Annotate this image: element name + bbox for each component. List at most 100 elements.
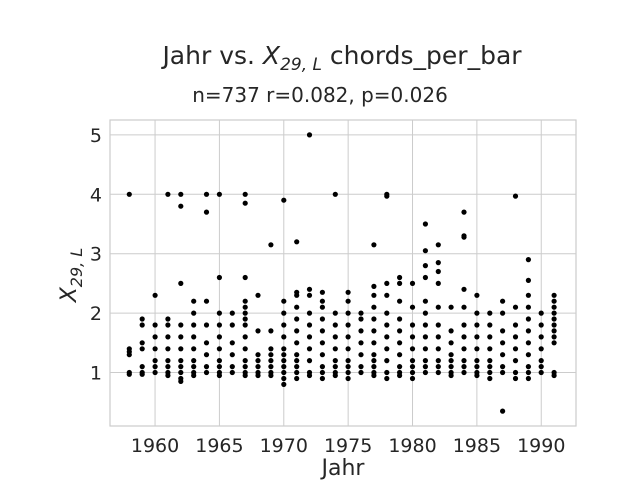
data-point [397,280,403,286]
data-point [191,298,197,304]
data-point [126,371,132,377]
data-point [358,310,364,316]
data-point [306,132,313,138]
data-point [332,191,338,197]
title-variable-subscript: 29, L [280,55,322,75]
y-tick-label: 2 [90,303,102,325]
title-prefix: Jahr vs. [160,41,262,70]
grid [110,120,576,426]
data-point [384,346,390,352]
data-point [358,352,364,358]
data-point [448,358,454,364]
data-point [319,304,325,310]
data-point [306,322,313,328]
data-point [397,274,403,281]
data-point [294,369,300,376]
data-point [397,298,403,304]
data-point [409,358,416,364]
data-point [525,375,532,382]
data-point [487,346,493,352]
data-point [371,352,377,358]
data-point [255,358,261,364]
data-point [255,352,261,358]
data-point [216,274,222,281]
data-point [294,352,300,358]
data-point [461,364,467,370]
data-point [358,328,364,334]
data-point [500,328,506,334]
data-point [551,310,557,316]
data-point [345,298,351,304]
data-point [332,346,338,352]
data-point [268,364,274,370]
data-point [294,375,300,382]
data-point [435,369,441,376]
data-point [448,372,454,379]
data-point [461,286,467,292]
data-point [242,372,248,379]
data-point [229,310,235,316]
data-point [242,304,248,310]
data-point [294,358,300,364]
data-point [551,304,557,310]
data-point [178,346,184,352]
data-point [461,234,467,240]
data-point [216,191,222,197]
data-point [306,346,313,352]
data-point [203,191,210,197]
data-point [281,334,287,340]
data-point [281,310,287,316]
data-point [306,310,313,316]
data-point [409,364,416,370]
data-point [435,268,441,275]
data-point [474,310,480,316]
data-point [525,257,532,263]
data-point [216,334,222,340]
data-point [422,221,428,227]
data-point [229,364,235,370]
data-point [306,334,313,340]
data-point [216,372,222,379]
data-point [435,242,441,248]
data-point [126,349,132,355]
data-point [551,298,557,304]
data-point [422,263,428,269]
data-point [319,316,325,322]
data-point [242,334,248,340]
data-point [538,334,544,340]
data-point [435,304,441,310]
data-point [397,364,403,370]
data-point [203,369,210,376]
data-point [551,372,557,379]
data-point [126,191,132,197]
data-point [319,364,325,370]
data-point [255,328,261,334]
data-point [358,340,364,346]
data-point [474,292,480,298]
data-point [242,316,248,322]
data-point [281,322,287,328]
data-point [216,364,222,370]
data-point [332,322,338,328]
data-point [216,346,222,352]
data-point [152,364,158,370]
data-point [538,358,544,364]
data-point [371,316,377,322]
data-point [422,248,428,254]
data-point [461,209,467,215]
data-point [409,304,416,310]
data-point [178,203,184,209]
data-point [242,274,248,281]
data-point [474,346,480,352]
data-point [152,358,158,364]
data-point [371,242,377,248]
y-tick-label: 3 [90,244,102,266]
data-point [409,369,416,376]
data-point [242,346,248,352]
data-points [126,132,557,414]
data-point [281,381,287,387]
data-point [178,334,184,340]
x-tick-labels: 1960 1965 1970 1975 1980 1985 1990 [131,435,566,457]
data-point [435,364,441,370]
